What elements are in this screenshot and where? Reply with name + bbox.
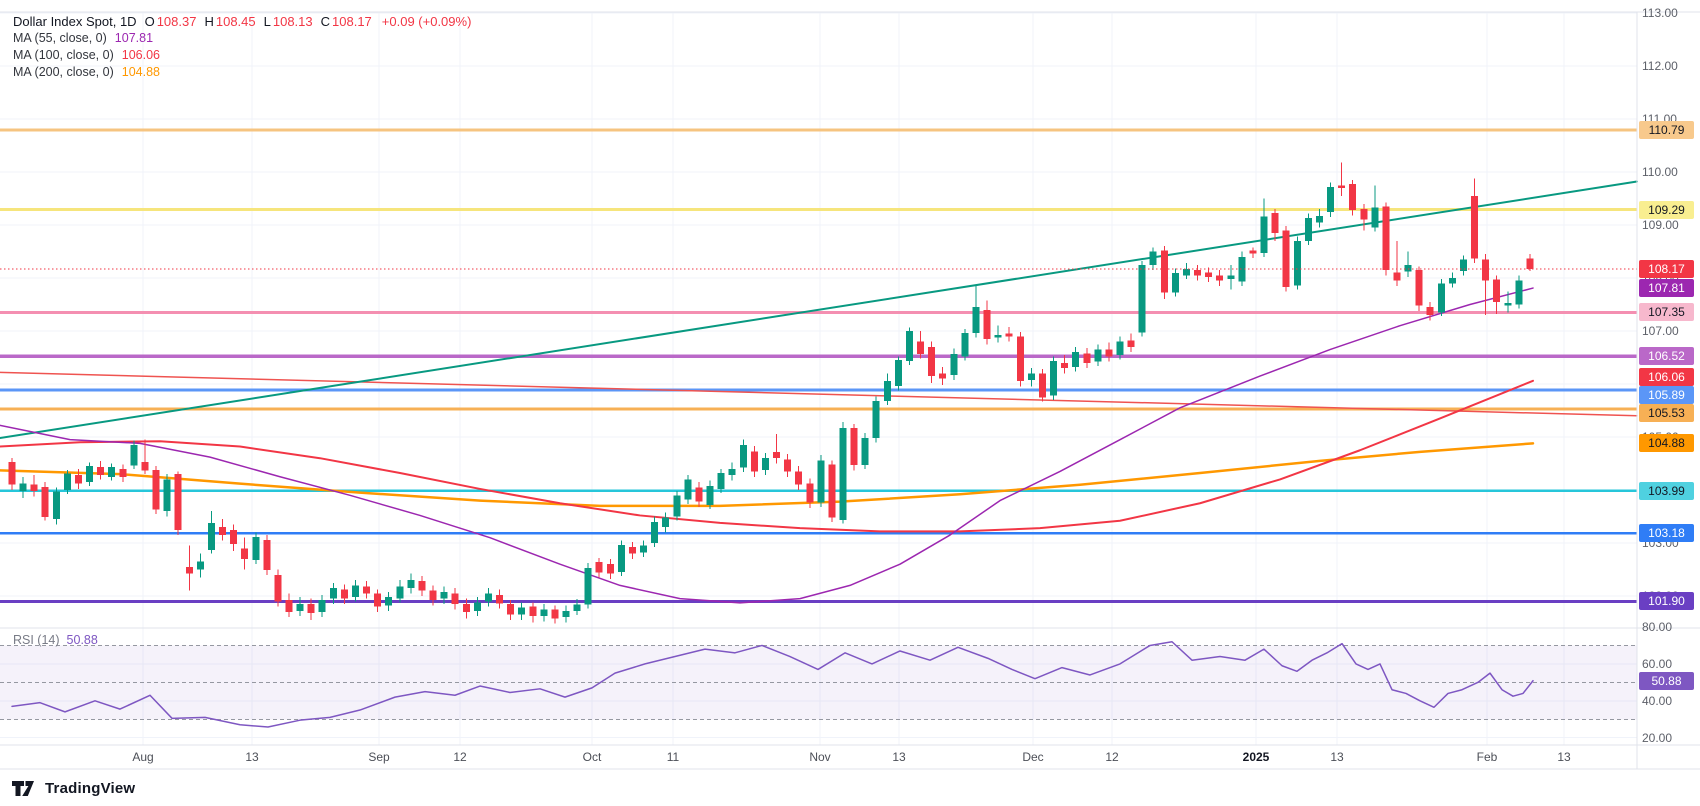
time-axis-label: 2025	[1242, 750, 1270, 764]
time-axis-label: 12	[1105, 750, 1119, 764]
level-price-badge: 109.29	[1639, 200, 1694, 219]
level-price-badge: 106.52	[1639, 347, 1694, 366]
time-axis-label: Sep	[368, 750, 390, 764]
time-axis-label: Dec	[1022, 750, 1044, 764]
time-axis-label: Oct	[582, 750, 602, 764]
ma-price-badge: 104.88	[1639, 434, 1694, 453]
ma-legend-value: 104.88	[121, 65, 160, 79]
ohlc-letter: L	[263, 14, 271, 29]
ohlc-number: 108.45	[215, 14, 256, 29]
symbol-legend-row[interactable]: Dollar Index Spot, 1D O 108.37 H 108.45 L 108.…	[13, 13, 473, 30]
rsi-axis-label: 40.00	[1642, 693, 1673, 708]
ma-price-badge: 107.81	[1639, 279, 1694, 298]
ma-legend-label: MA (200, close, 0)	[13, 65, 114, 79]
current-price-badge: 108.17	[1639, 259, 1694, 278]
ohlc-number: 108.17	[332, 14, 372, 29]
rsi-axis-label: 20.00	[1642, 730, 1673, 745]
price-axis-label: 109.00	[1642, 218, 1679, 232]
price-axis-label: 113.00	[1642, 6, 1678, 20]
tradingview-watermark[interactable]: TradingView	[12, 780, 135, 797]
time-axis-label: Feb	[1476, 750, 1498, 764]
time-axis-label: 12	[453, 750, 467, 764]
ohlc-letter: O	[144, 14, 155, 29]
ma-legend-label: MA (100, close, 0)	[13, 48, 114, 62]
price-axis-label: 107.00	[1642, 324, 1679, 338]
level-price-badge: 105.89	[1639, 386, 1694, 404]
time-axis-label: 13	[1330, 750, 1344, 764]
ohlc-letter: H	[204, 14, 214, 29]
level-price-badge: 103.99	[1639, 481, 1694, 500]
price-axis-label: 110.00	[1642, 165, 1678, 179]
ohlc-values: O 108.37 H 108.45 L 108.13 C 108.17	[139, 14, 374, 29]
rsi-axis-label: 60.00	[1642, 656, 1673, 671]
time-axis-label: Aug	[132, 750, 154, 764]
ohlc-number: 108.13	[272, 14, 313, 29]
time-axis-label: 13	[892, 750, 906, 764]
ma-legend-rows[interactable]: MA (55, close, 0) 107.81 MA (100, close, 0…	[13, 30, 473, 81]
price-axis-label: 112.00	[1642, 59, 1678, 73]
ma-legend-row[interactable]: MA (100, close, 0) 106.06	[13, 47, 473, 64]
level-price-badge: 103.18	[1639, 524, 1694, 543]
rsi-value: 50.88	[66, 633, 98, 647]
rsi-legend[interactable]: RSI (14) 50.88	[13, 633, 98, 647]
ma-legend-row[interactable]: MA (55, close, 0) 107.81	[13, 30, 473, 47]
tradingview-text: TradingView	[45, 780, 136, 797]
level-price-badge: 101.90	[1639, 592, 1694, 611]
time-axis-label: 13	[1557, 750, 1571, 764]
level-price-badge: 105.53	[1639, 404, 1694, 422]
ma-legend-row[interactable]: MA (200, close, 0) 104.88	[13, 64, 473, 81]
time-axis-label: Nov	[809, 750, 831, 764]
rsi-axis-label: 80.00	[1642, 620, 1673, 634]
ohlc-letter: C	[320, 14, 331, 29]
ohlc-number: 108.37	[156, 14, 197, 29]
ma-legend-value: 106.06	[121, 48, 160, 62]
tradingview-icon	[12, 781, 34, 796]
chart-legend[interactable]: Dollar Index Spot, 1D O 108.37 H 108.45 L 108.…	[13, 13, 473, 81]
ma-legend-label: MA (55, close, 0)	[13, 31, 107, 45]
time-axis-label: 13	[245, 750, 259, 764]
ma-legend-value: 107.81	[114, 31, 154, 45]
symbol-title: Dollar Index Spot, 1D	[13, 14, 137, 29]
ma-price-badge: 106.06	[1639, 368, 1694, 386]
rsi-value-badge: 50.88	[1639, 671, 1694, 690]
time-axis-label: 11	[666, 750, 680, 764]
level-price-badge: 107.35	[1639, 303, 1694, 322]
level-price-badge: 110.79	[1639, 121, 1694, 140]
rsi-label: RSI (14)	[13, 633, 60, 647]
change-value: +0.09 (+0.09%)	[381, 14, 472, 29]
